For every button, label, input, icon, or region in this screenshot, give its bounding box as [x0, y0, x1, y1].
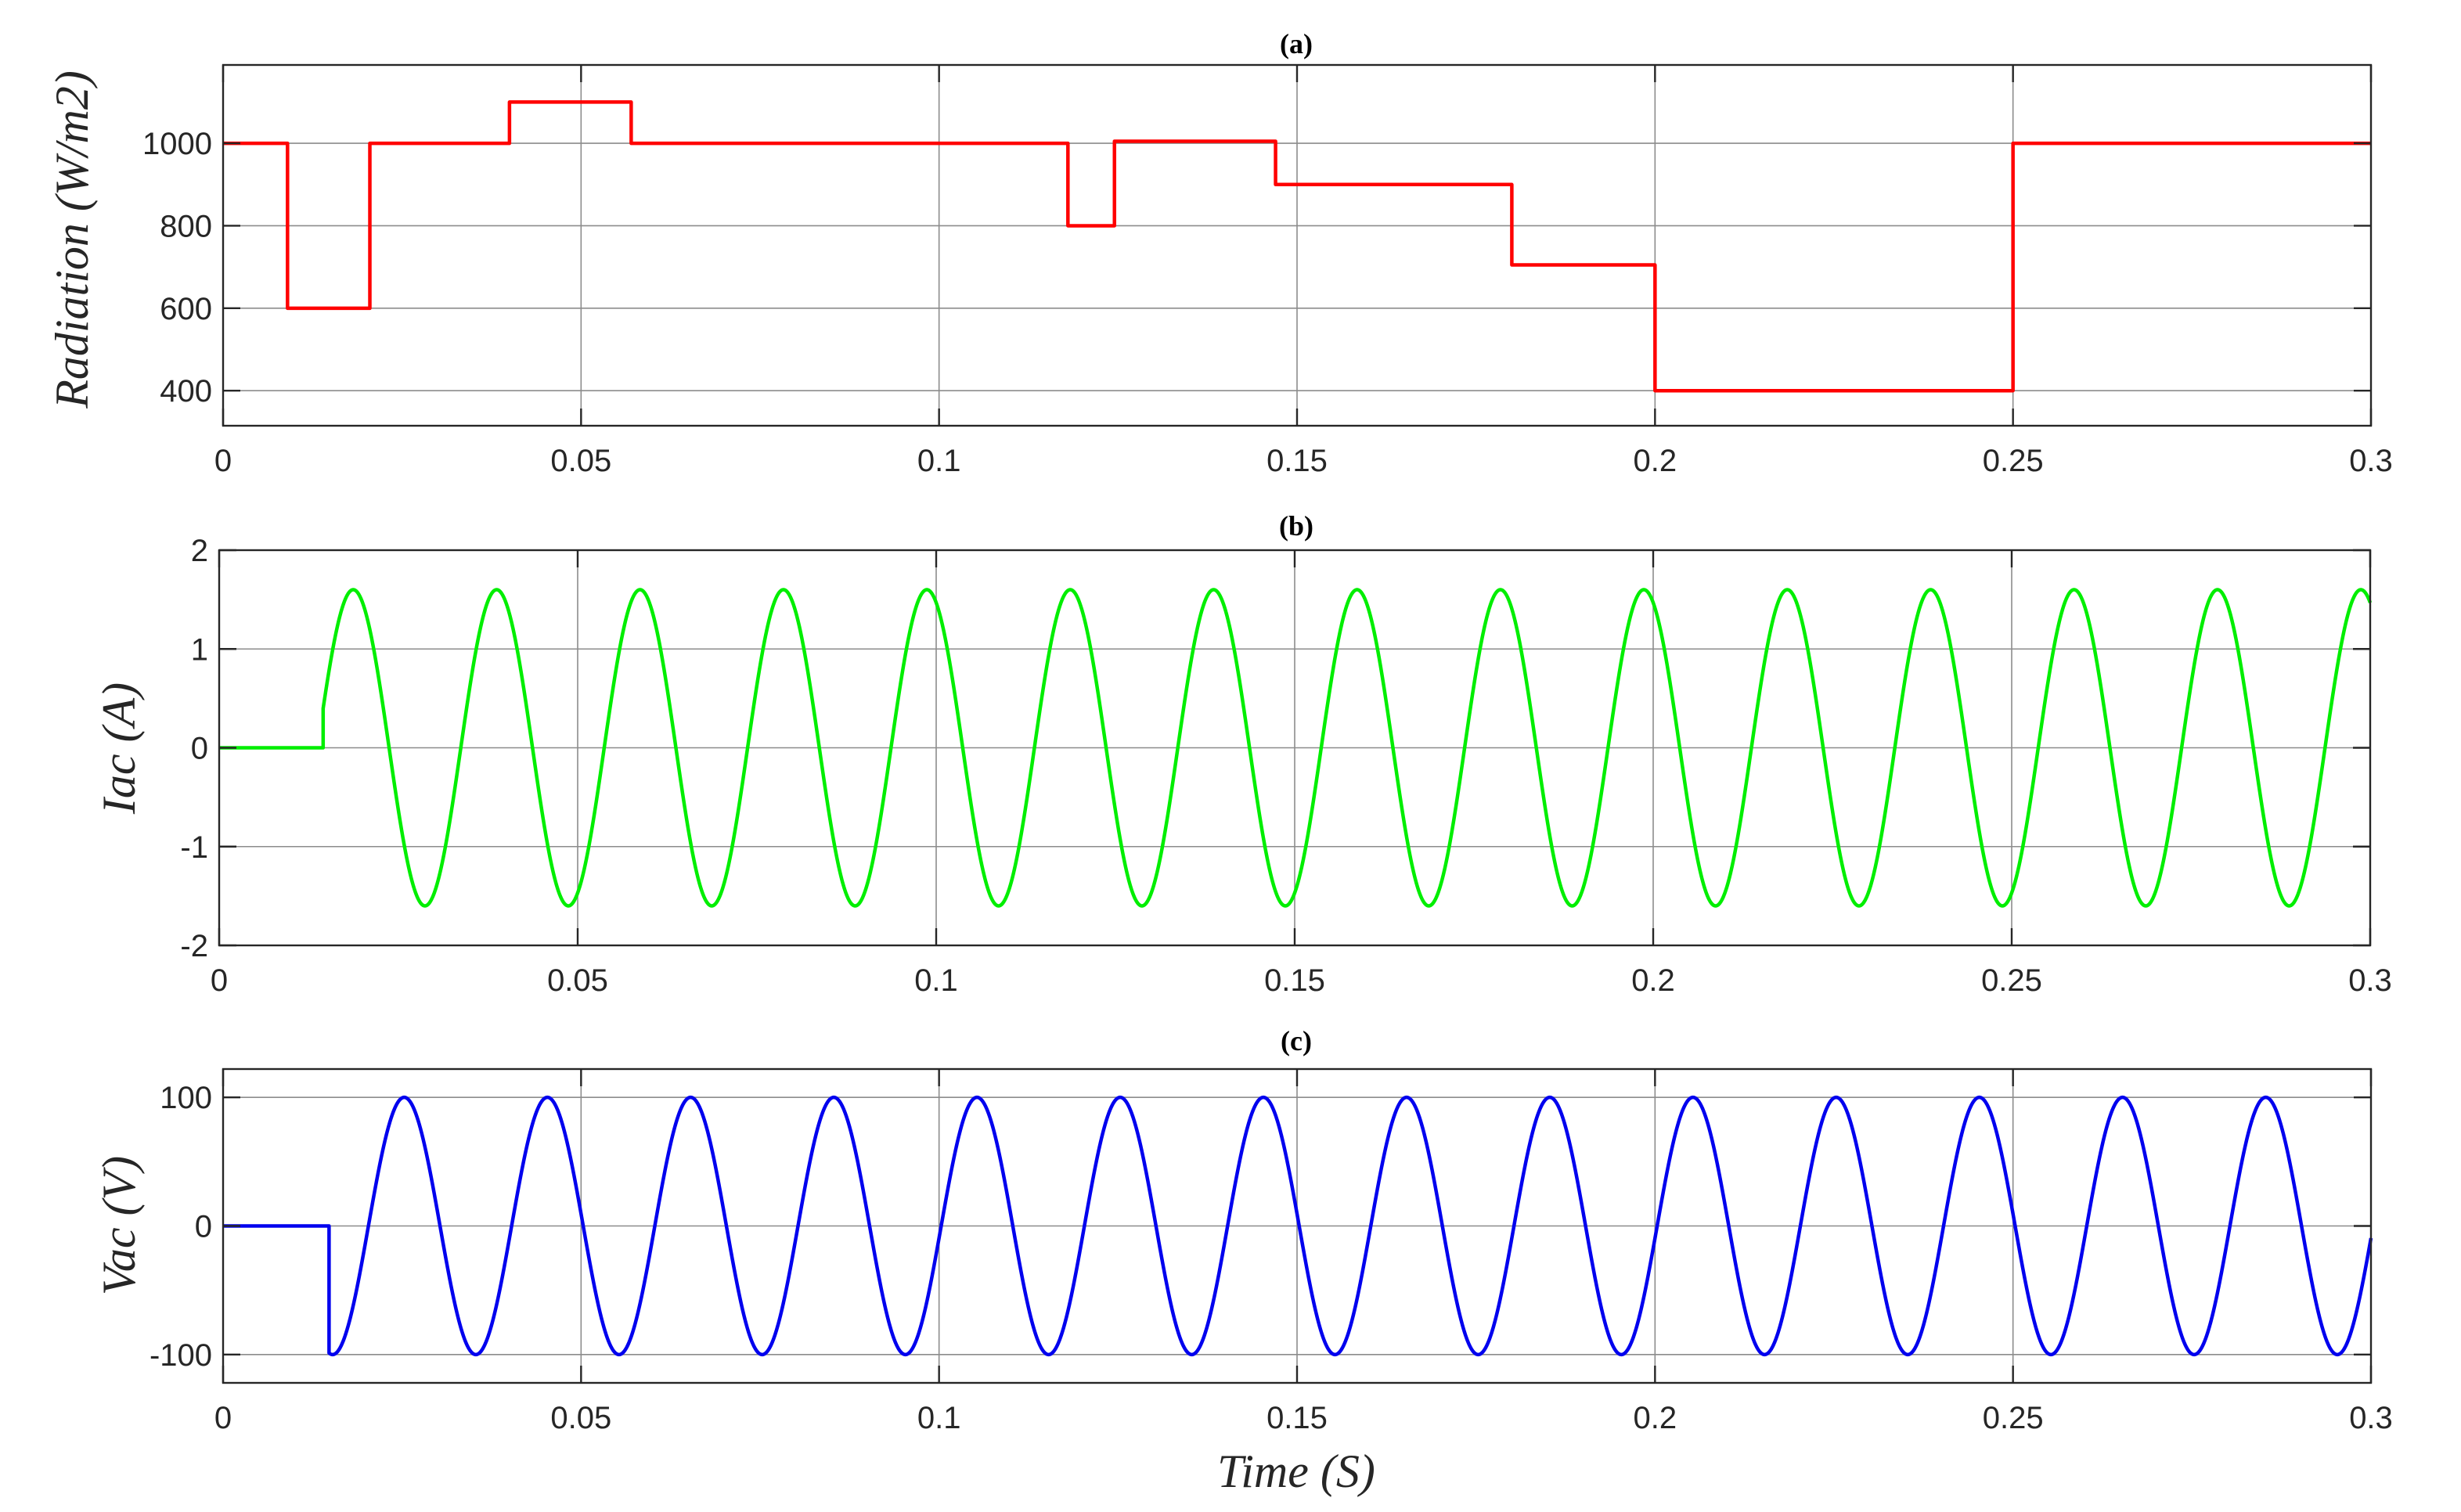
panel-b-xtick-label: 0 [211, 963, 228, 998]
panel-a-xtick-label: 0.3 [2349, 444, 2393, 478]
panel-b-ytick-label: 2 [191, 534, 208, 568]
panel-c-xtick-label: 0.3 [2349, 1401, 2393, 1435]
panel-b-xtick-label: 0.15 [1264, 963, 1325, 998]
panel-a-xtick-label: 0.25 [1983, 444, 2044, 478]
panel-b-ytick-label: 1 [191, 632, 208, 667]
panel-a-radiation: (a) Radiation (W/m2) 0 0.05 0.1 0.15 0.2 0.25… [46, 28, 2393, 478]
panel-b-xtick-label: 0.3 [2348, 963, 2392, 998]
panel-c-ytick-label: 100 [160, 1081, 212, 1115]
panel-a-xtick-label: 0 [214, 444, 232, 478]
panel-b-title: (b) [1279, 510, 1313, 542]
panel-a-ylabel: Radiation (W/m2) [46, 70, 98, 409]
panel-c-xlabel: Time (S) [1217, 1445, 1375, 1497]
panel-c-xtick-label: 0.2 [1634, 1401, 1677, 1435]
panel-c-vac-line [223, 1095, 2373, 1357]
panel-b-xtick-label: 0.2 [1631, 963, 1675, 998]
panel-c-grid [223, 1069, 2371, 1383]
panel-b-iac-line [219, 588, 2373, 908]
panel-a-radiation-line [223, 100, 2371, 393]
panel-a-title: (a) [1280, 28, 1313, 59]
panel-c-ylabel: Vac (V) [93, 1156, 145, 1295]
panel-b-ytick-label: -2 [180, 929, 208, 963]
panel-a-ytick-label: 400 [160, 374, 212, 409]
panel-a-ytick-label: 1000 [142, 127, 212, 161]
panel-b-xtick-label: 0.05 [547, 963, 608, 998]
panel-a-xtick-label: 0.15 [1267, 444, 1328, 478]
panel-c-xtick-label: 0 [214, 1401, 232, 1435]
panel-a-xtick-label: 0.05 [550, 444, 611, 478]
panel-b-current: (b) Iac (A) 0 0.05 0.1 0.15 0.2 0.25 0.3 -2 -1 0 1… [93, 510, 2392, 998]
panel-c-ytick-label: -100 [150, 1338, 212, 1373]
panel-c-xtick-label: 0.25 [1983, 1401, 2044, 1435]
panel-a-ytick-label: 800 [160, 209, 212, 243]
panel-b-ticks [218, 549, 2372, 947]
panel-c-title: (c) [1281, 1025, 1312, 1057]
panel-c-xtick-label: 0.1 [917, 1401, 961, 1435]
panel-c-ytick-label: 0 [195, 1210, 212, 1244]
panel-a-tick-labels: 0 0.05 0.1 0.15 0.2 0.25 0.3 400 600 800 1000 [142, 127, 2393, 478]
panel-a-xtick-label: 0.1 [917, 444, 961, 478]
panel-c-voltage: (c) Vac (V) 0 0.05 0.1 0.15 0.2 0.25 0.3-10001… [93, 1025, 2393, 1497]
panel-a-ytick-label: 600 [160, 292, 212, 326]
panel-a-xtick-label: 0.2 [1634, 444, 1677, 478]
panel-b-grid [219, 550, 2370, 945]
panel-c-ticks [222, 1069, 2373, 1383]
panel-b-ytick-label: -1 [180, 830, 208, 865]
panel-b-ylabel: Iac (A) [93, 682, 145, 815]
panel-a-ticks [222, 65, 2373, 426]
panel-c-xtick-label: 0.15 [1267, 1401, 1328, 1435]
panel-b-xtick-label: 0.1 [914, 963, 958, 998]
panel-b-tick-labels: 0 0.05 0.1 0.15 0.2 0.25 0.3 -2 -1 0 1 2 [180, 534, 2391, 998]
panel-c-xtick-label: 0.05 [550, 1401, 611, 1435]
panel-b-ytick-label: 0 [191, 732, 208, 766]
panel-b-xtick-label: 0.25 [1981, 963, 2042, 998]
